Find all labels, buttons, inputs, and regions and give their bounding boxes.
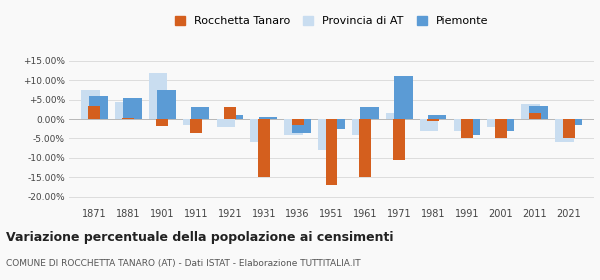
Bar	[420, 119, 439, 131]
Bar	[352, 119, 371, 135]
Bar	[495, 119, 507, 139]
Bar	[427, 119, 439, 121]
Bar	[496, 119, 514, 131]
Bar	[360, 108, 379, 119]
Bar	[529, 106, 548, 119]
Legend: Rocchetta Tanaro, Provincia di AT, Piemonte: Rocchetta Tanaro, Provincia di AT, Piemo…	[173, 13, 490, 28]
Bar	[259, 117, 277, 119]
Bar	[224, 115, 243, 119]
Bar	[326, 119, 337, 185]
Bar	[190, 119, 202, 133]
Text: COMUNE DI ROCCHETTA TANARO (AT) - Dati ISTAT - Elaborazione TUTTITALIA.IT: COMUNE DI ROCCHETTA TANARO (AT) - Dati I…	[6, 259, 361, 268]
Bar	[563, 119, 582, 125]
Bar	[394, 119, 405, 160]
Bar	[461, 119, 473, 139]
Bar	[122, 118, 134, 119]
Bar	[292, 119, 311, 133]
Bar	[182, 119, 201, 125]
Bar	[318, 119, 337, 150]
Bar	[123, 98, 142, 119]
Bar	[487, 119, 506, 127]
Bar	[521, 104, 540, 119]
Bar	[326, 119, 345, 129]
Bar	[224, 108, 236, 119]
Bar	[529, 113, 541, 119]
Bar	[462, 119, 481, 135]
Bar	[88, 106, 100, 119]
Bar	[157, 90, 176, 119]
Bar	[115, 102, 134, 119]
Bar	[284, 119, 303, 135]
Bar	[156, 119, 168, 126]
Text: Variazione percentuale della popolazione ai censimenti: Variazione percentuale della popolazione…	[6, 231, 394, 244]
Bar	[81, 90, 100, 119]
Bar	[217, 119, 235, 127]
Bar	[191, 108, 209, 119]
Bar	[359, 119, 371, 177]
Bar	[292, 119, 304, 125]
Bar	[563, 119, 575, 139]
Bar	[258, 119, 269, 177]
Bar	[89, 96, 108, 119]
Bar	[454, 119, 472, 131]
Bar	[149, 73, 167, 119]
Bar	[250, 119, 269, 142]
Bar	[386, 113, 404, 119]
Bar	[555, 119, 574, 142]
Bar	[428, 115, 446, 119]
Bar	[394, 76, 413, 119]
